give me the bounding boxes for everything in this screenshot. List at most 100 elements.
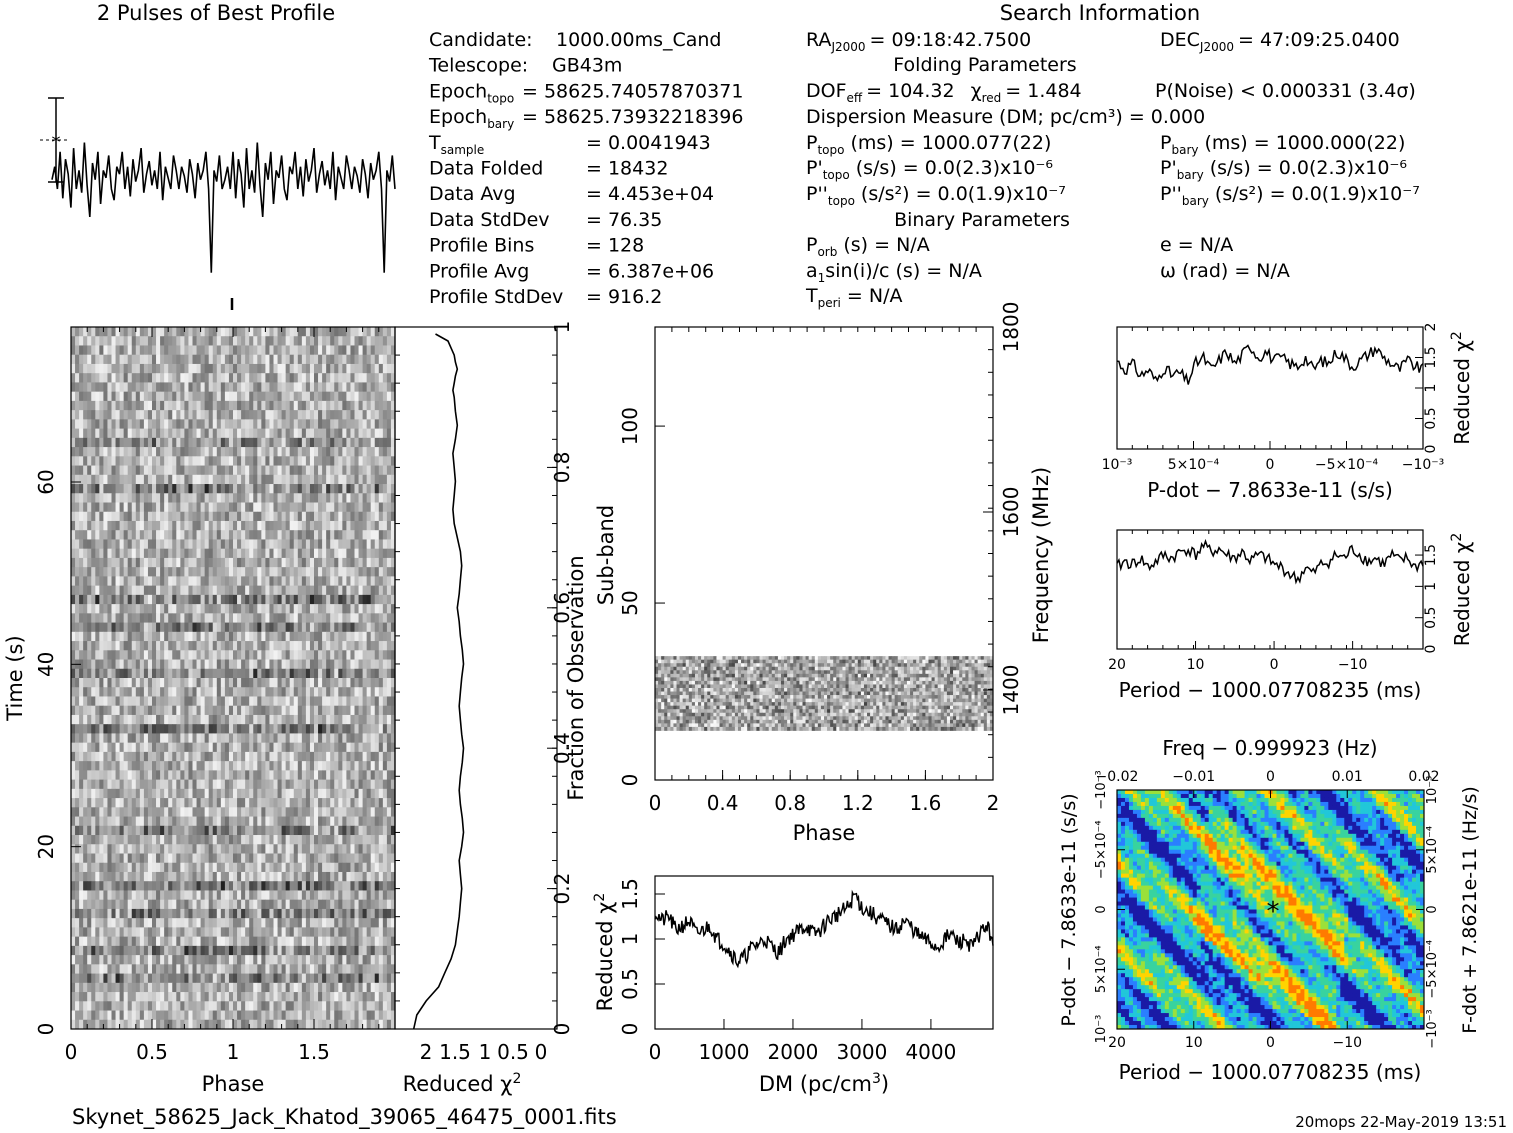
pixel: [326, 659, 331, 670]
pixel: [314, 705, 319, 716]
pixel: [180, 327, 185, 337]
pixel: [338, 354, 343, 365]
pixel: [326, 835, 331, 845]
pixel: [261, 391, 266, 402]
pixel: [269, 678, 274, 688]
pixel: [281, 853, 287, 864]
pixel: [200, 641, 206, 651]
pixel: [143, 567, 149, 577]
pixel: [342, 862, 347, 873]
pixel: [249, 668, 254, 679]
pixel: [374, 447, 380, 457]
pixel: [99, 567, 104, 577]
pixel: [180, 520, 185, 531]
pixel: [228, 484, 234, 494]
pixel: [370, 696, 376, 707]
pixel: [269, 354, 274, 365]
pixel: [143, 650, 149, 660]
pixel: [382, 631, 388, 642]
pixel: [168, 391, 173, 402]
pixel: [253, 539, 258, 550]
pixel: [249, 548, 254, 559]
pixel: [99, 511, 104, 522]
pixel: [160, 391, 165, 402]
pixel: [301, 502, 307, 513]
pixel: [87, 327, 92, 337]
pixel: [350, 345, 355, 356]
pixel: [342, 604, 347, 614]
pixel: [354, 604, 359, 614]
pixel: [293, 419, 299, 430]
pixel: [147, 788, 153, 799]
pixel: [289, 659, 295, 670]
pixel: [342, 585, 347, 596]
pixel: [204, 631, 210, 642]
pixel: [71, 373, 76, 383]
pixel: [131, 520, 137, 531]
pixel: [301, 382, 307, 393]
pixel: [354, 345, 359, 356]
pixel: [184, 742, 189, 753]
pixel: [346, 428, 351, 439]
pixel: [83, 761, 88, 771]
pixel: [103, 530, 108, 540]
pixel: [366, 835, 372, 845]
pixel: [95, 631, 100, 642]
pixel: [390, 816, 396, 827]
pixel: [281, 761, 287, 771]
pixel: [152, 613, 157, 623]
pixel: [237, 354, 242, 365]
pixel: [249, 705, 254, 716]
pixel: [204, 511, 210, 522]
pixel: [241, 447, 246, 457]
pixel: [362, 733, 368, 744]
pixel: [370, 770, 376, 781]
pixel: [233, 437, 238, 448]
pixel: [192, 474, 197, 485]
pixel: [216, 410, 222, 420]
pixel: [180, 659, 185, 670]
pixel: [156, 327, 161, 337]
pixel: [212, 382, 218, 393]
pixel: [127, 631, 133, 642]
pixel: [301, 798, 307, 808]
pixel: [147, 363, 153, 374]
pixel: [75, 788, 80, 799]
pixel: [346, 465, 351, 476]
pixel: [281, 484, 287, 494]
pixel: [103, 631, 108, 642]
pixel: [245, 539, 250, 550]
pixel: [253, 410, 258, 420]
pixel: [314, 456, 319, 466]
pixel: [196, 539, 201, 550]
pixel: [362, 465, 368, 476]
pixel: [196, 641, 201, 651]
pixel: [184, 807, 189, 817]
pixel: [119, 391, 125, 402]
pixel: [245, 890, 250, 901]
pixel: [192, 825, 197, 836]
pixel: [135, 714, 141, 725]
pixel: [168, 724, 173, 734]
pixel: [233, 567, 238, 577]
pixel: [160, 400, 165, 411]
pixel: [208, 576, 214, 587]
pixel: [305, 696, 311, 707]
pixel: [362, 345, 368, 356]
pixel: [103, 345, 108, 356]
pixel: [374, 437, 380, 448]
pixel: [237, 484, 242, 494]
pixel: [111, 613, 116, 623]
pixel: [330, 641, 335, 651]
pixel: [322, 557, 327, 568]
pixel: [99, 816, 104, 827]
pixel: [273, 853, 278, 864]
pixel: [309, 419, 315, 430]
pixel: [314, 604, 319, 614]
pixel: [220, 585, 226, 596]
pixel: [107, 465, 112, 476]
pixel: [172, 751, 177, 762]
pixel: [386, 714, 392, 725]
pixel: [91, 816, 96, 827]
pixel: [390, 678, 396, 688]
